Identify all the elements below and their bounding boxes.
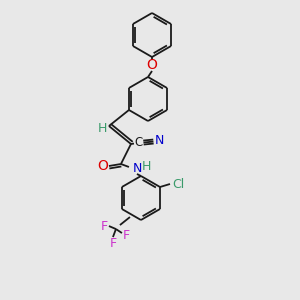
Text: F: F: [110, 237, 116, 250]
Text: O: O: [147, 58, 158, 72]
Text: F: F: [100, 220, 107, 232]
Text: F: F: [122, 229, 130, 242]
Text: Cl: Cl: [172, 178, 184, 190]
Text: N: N: [132, 161, 142, 175]
Text: O: O: [98, 159, 108, 173]
Text: N: N: [154, 134, 164, 148]
Text: H: H: [97, 122, 106, 134]
Text: C: C: [135, 136, 143, 149]
Text: H: H: [141, 160, 151, 172]
